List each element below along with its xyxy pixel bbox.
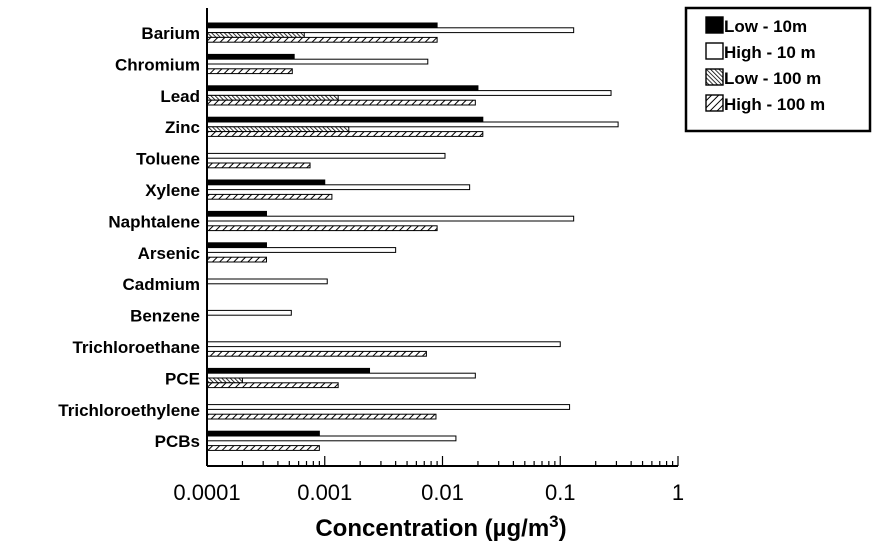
bar-arsenic-high-10-m xyxy=(206,247,397,253)
bar-trichloroethylene-high-100-m xyxy=(206,413,437,420)
category-label-chromium: Chromium xyxy=(115,55,200,74)
bar-chromium-high-100-m xyxy=(206,68,293,75)
category-label-barium: Barium xyxy=(141,24,200,43)
category-label-pce: PCE xyxy=(165,369,200,388)
bar-naphtalene-high-10-m xyxy=(206,215,575,222)
bar-xylene-high-100-m xyxy=(206,193,333,200)
bar-pce-low-10m xyxy=(206,367,371,374)
bar-lead-low-10m xyxy=(206,85,479,92)
bar-trichloroethylene-high-10-m xyxy=(206,404,571,410)
bar-naphtalene-low-10m xyxy=(206,210,267,217)
category-label-pcbs: PCBs xyxy=(155,432,200,451)
x-tick-label: 0.01 xyxy=(421,480,464,505)
category-label-xylene: Xylene xyxy=(145,181,200,200)
bar-lead-high-100-m xyxy=(206,99,476,106)
bar-chromium-low-10m xyxy=(206,53,295,60)
category-label-lead: Lead xyxy=(160,87,200,106)
bar-arsenic-high-100-m xyxy=(206,256,267,263)
category-label-toluene: Toluene xyxy=(136,150,200,169)
category-label-cadmium: Cadmium xyxy=(123,275,200,294)
x-axis-ticks xyxy=(206,456,679,466)
bar-zinc-low-100-m xyxy=(206,126,350,133)
category-label-zinc: Zinc xyxy=(165,118,200,137)
legend-label-high-100-m: High - 100 m xyxy=(724,95,825,114)
x-axis-tick-labels: 0.0001 0.001 0.01 0.1 1 xyxy=(173,480,684,505)
legend-swatch-high-10-m xyxy=(705,42,724,60)
x-tick-label: 1 xyxy=(672,480,684,505)
legend-swatch-low-100-m xyxy=(705,68,724,86)
x-axis-title: Concentration (µg/m3) xyxy=(315,512,566,542)
bar-naphtalene-high-100-m xyxy=(206,225,438,232)
bar-trichloroethane-high-10-m xyxy=(206,341,561,348)
category-label-trichloroethane: Trichloroethane xyxy=(72,338,200,357)
bar-barium-low-100-m xyxy=(206,32,305,38)
legend-label-low-10m: Low - 10m xyxy=(724,17,807,36)
bar-pcbs-high-10-m xyxy=(206,435,457,442)
x-tick-label: 0.0001 xyxy=(173,480,240,505)
bar-xylene-high-10-m xyxy=(206,184,471,191)
legend-label-low-100-m: Low - 100 m xyxy=(724,69,821,88)
legend: Low - 10m High - 10 m Low - 100 m High - 10… xyxy=(684,6,872,133)
bar-barium-high-100-m xyxy=(206,36,438,43)
bar-pcbs-high-100-m xyxy=(206,445,320,451)
bar-xylene-low-10m xyxy=(206,179,326,186)
bar-zinc-low-10m xyxy=(206,116,484,123)
bar-pce-high-100-m xyxy=(206,382,339,389)
bar-barium-low-10m xyxy=(206,22,438,29)
bar-toluene-high-10-m xyxy=(206,152,446,159)
bar-pcbs-low-10m xyxy=(206,430,320,437)
bar-pce-low-100-m xyxy=(206,377,243,384)
legend-swatch-low-10m xyxy=(705,16,724,34)
bar-zinc-high-10-m xyxy=(206,121,619,128)
legend-label-high-10-m: High - 10 m xyxy=(724,43,816,62)
category-label-trichloroethylene: Trichloroethylene xyxy=(58,401,200,420)
bar-trichloroethane-high-100-m xyxy=(206,350,427,357)
bar-arsenic-low-10m xyxy=(206,242,267,249)
category-label-arsenic: Arsenic xyxy=(138,244,200,263)
x-tick-label: 0.1 xyxy=(545,480,576,505)
bar-cadmium-high-10-m xyxy=(206,278,328,285)
bar-lead-low-100-m xyxy=(206,94,339,101)
bar-pce-high-10-m xyxy=(206,372,476,379)
bar-barium-high-10-m xyxy=(206,27,575,34)
bar-chromium-high-10-m xyxy=(206,58,429,65)
bar-lead-high-10-m xyxy=(206,90,612,96)
bar-zinc-high-100-m xyxy=(206,131,484,137)
bar-toluene-high-100-m xyxy=(206,162,311,169)
category-labels: Barium Chromium Lead Zinc Toluene Xylene Napht… xyxy=(58,24,200,451)
category-label-naphtalene: Naphtalene xyxy=(108,212,200,231)
legend-swatch-high-100-m xyxy=(705,94,724,112)
bar-benzene-high-10-m xyxy=(206,309,292,316)
category-label-benzene: Benzene xyxy=(130,307,200,326)
x-tick-label: 0.001 xyxy=(297,480,352,505)
bars-layer xyxy=(206,22,619,451)
